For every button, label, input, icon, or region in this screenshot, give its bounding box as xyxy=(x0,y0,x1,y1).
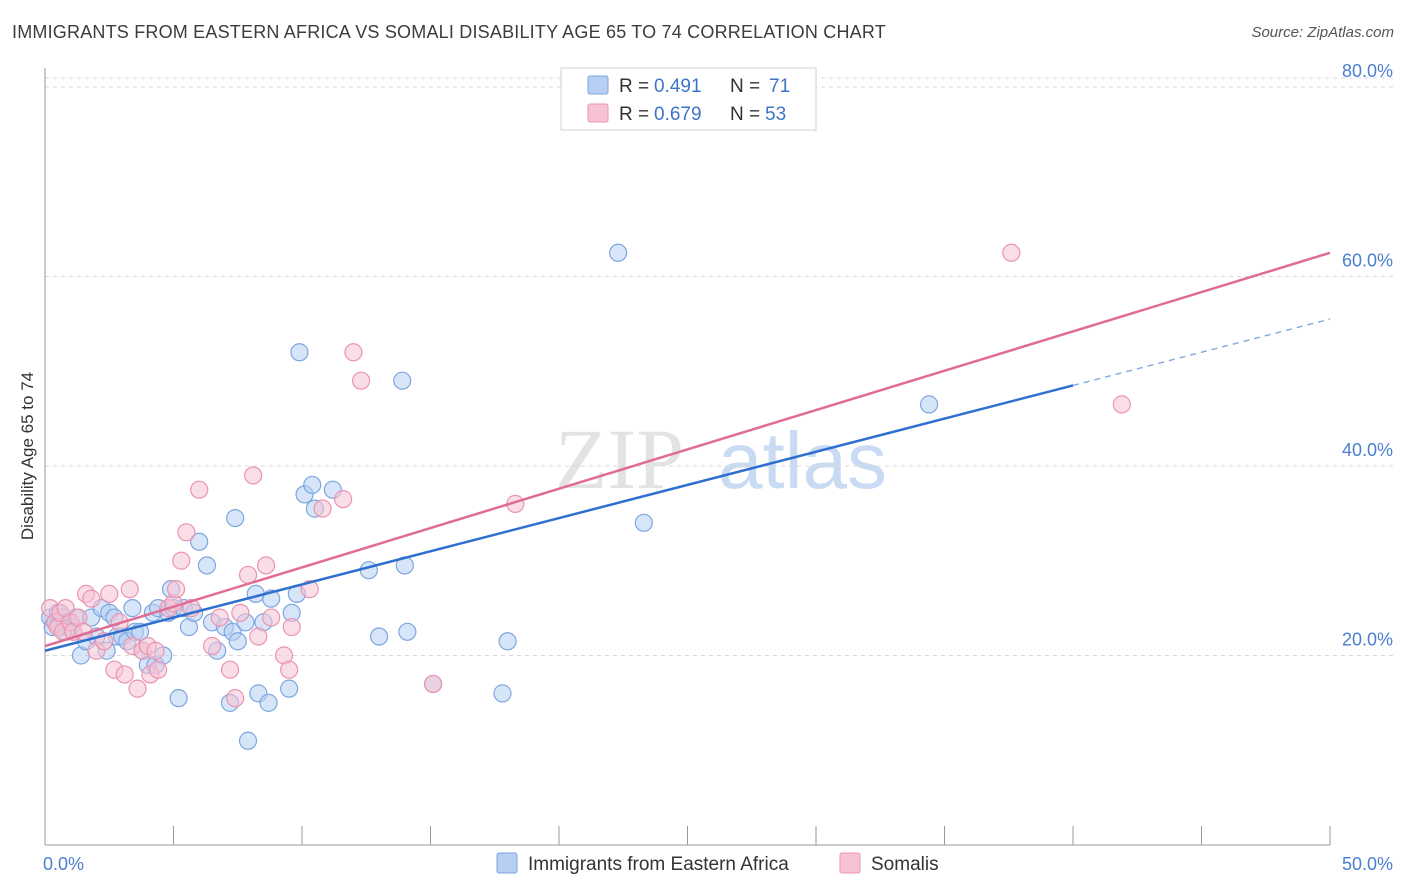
trend-lines xyxy=(44,251,1331,652)
eastern-africa-point xyxy=(238,731,258,750)
eastern-africa-point xyxy=(169,689,188,708)
somalis-point xyxy=(190,480,209,499)
legend-swatch-pink xyxy=(587,103,609,123)
somalis-point xyxy=(256,556,276,575)
somalis-point xyxy=(282,617,301,637)
somalis-point xyxy=(115,665,134,684)
watermark-zip: ZIP xyxy=(555,411,684,507)
legend-n-label: N = xyxy=(730,104,760,125)
somalis-point xyxy=(210,608,229,627)
somalis-point xyxy=(262,608,281,627)
stats-legend: R = 0.491 N = 71 R = 0.679 N = 53 xyxy=(560,67,817,131)
eastern-africa-point xyxy=(493,684,512,703)
somalis-point xyxy=(172,551,191,570)
legend-n-value: 53 xyxy=(765,104,786,125)
eastern-africa-point xyxy=(228,632,247,651)
somalis-point xyxy=(344,343,363,362)
trend-line-eastern-africa-extension xyxy=(1072,318,1331,387)
somalis-point xyxy=(231,603,250,622)
x-tick-label-max: 50.0% xyxy=(1342,854,1393,874)
eastern-africa-point xyxy=(498,632,517,651)
series-legend: Immigrants from Eastern Africa Somalis xyxy=(496,852,939,875)
eastern-africa-point xyxy=(197,556,217,575)
bottom-legend-label-somalis: Somalis xyxy=(871,854,939,875)
somalis-point xyxy=(1002,243,1021,262)
source-note: Source: ZipAtlas.com xyxy=(1251,24,1394,41)
eastern-africa-point xyxy=(919,395,939,414)
eastern-africa-point xyxy=(226,508,245,528)
watermark-atlas: atlas xyxy=(718,416,887,505)
somalis-point xyxy=(220,660,240,679)
y-tick-labels: 20.0% 40.0% 60.0% 80.0% xyxy=(1342,61,1393,650)
somalis-point xyxy=(100,584,119,603)
y-tick-label: 60.0% xyxy=(1342,250,1393,270)
y-tick-label: 20.0% xyxy=(1342,629,1393,649)
legend-r-value: 0.491 xyxy=(654,76,702,97)
legend-r-label: R = xyxy=(619,104,649,125)
y-tick-label: 40.0% xyxy=(1342,440,1393,460)
x-ticks xyxy=(44,826,1331,845)
legend-n-value: 71 xyxy=(769,76,790,97)
somalis-point xyxy=(244,466,263,485)
eastern-africa-point xyxy=(280,679,299,698)
eastern-africa-point xyxy=(290,343,309,362)
somalis-point xyxy=(82,589,101,608)
somalis-point xyxy=(166,580,186,599)
eastern-africa-point xyxy=(303,475,322,495)
somalis-point xyxy=(148,660,168,679)
somalis-point xyxy=(300,580,319,599)
bottom-legend-swatch-blue xyxy=(496,852,518,874)
legend-n-label: N = xyxy=(730,76,760,97)
eastern-africa-point xyxy=(609,243,628,262)
y-axis-title: Disability Age 65 to 74 xyxy=(18,372,37,540)
bottom-legend-label-eastern-africa: Immigrants from Eastern Africa xyxy=(528,854,789,875)
somalis-point xyxy=(334,490,353,509)
somalis-point xyxy=(202,636,222,656)
somalis-point xyxy=(423,674,443,694)
axes xyxy=(44,68,1330,846)
trend-line-somalis xyxy=(44,251,1331,648)
somalis-point xyxy=(177,523,196,542)
eastern-africa-point xyxy=(190,532,209,551)
chart-title: IMMIGRANTS FROM EASTERN AFRICA VS SOMALI… xyxy=(12,22,886,42)
somalis-point xyxy=(120,580,139,599)
eastern-africa-point xyxy=(359,561,378,580)
somalis-point xyxy=(352,371,371,390)
trend-line-eastern-africa xyxy=(44,384,1074,652)
eastern-africa-point xyxy=(634,513,653,532)
eastern-africa-point xyxy=(393,371,412,390)
somalis-point xyxy=(280,660,299,679)
x-tick-label-min: 0.0% xyxy=(43,854,84,874)
eastern-africa-point xyxy=(398,622,417,641)
somalis-point xyxy=(249,627,268,646)
eastern-africa-point xyxy=(370,627,389,646)
y-tick-label: 80.0% xyxy=(1342,61,1393,81)
legend-r-value: 0.679 xyxy=(654,104,702,125)
somalis-point xyxy=(313,499,332,518)
eastern-africa-point xyxy=(259,693,278,712)
eastern-africa-point xyxy=(123,599,142,618)
somalis-point xyxy=(226,689,245,708)
somalis-point xyxy=(146,641,165,660)
legend-r-label: R = xyxy=(619,76,649,97)
somalis-point xyxy=(1112,395,1131,414)
legend-swatch-blue xyxy=(587,75,609,95)
somalis-point xyxy=(128,679,147,698)
bottom-legend-swatch-pink xyxy=(839,852,861,874)
